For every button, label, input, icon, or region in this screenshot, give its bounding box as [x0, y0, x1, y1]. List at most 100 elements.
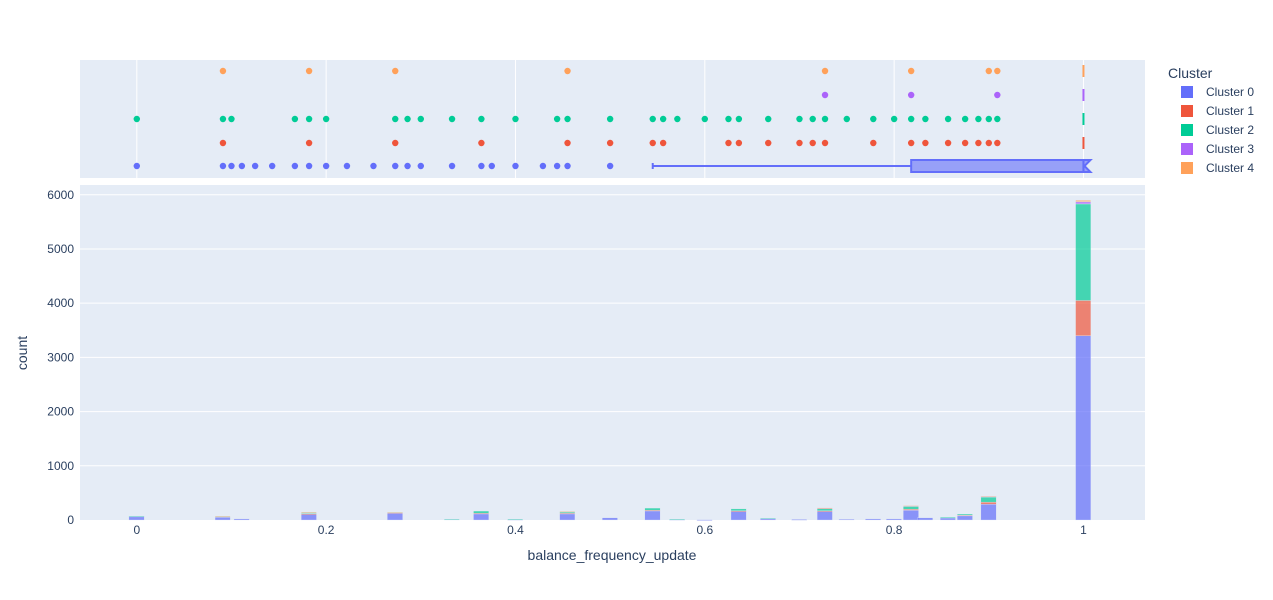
histogram-bar	[940, 517, 956, 519]
gridlines	[80, 60, 1145, 467]
legend-swatch	[1181, 124, 1193, 136]
marginal-point	[392, 139, 399, 147]
marginal-point	[821, 139, 829, 147]
marginal-point	[907, 91, 915, 99]
histogram-bar	[214, 516, 231, 518]
marginal-point	[606, 139, 614, 147]
marginal-point	[564, 162, 571, 170]
marginal-point	[890, 115, 898, 123]
marginal-point	[606, 162, 614, 170]
legend-swatch	[1181, 162, 1193, 174]
marginal-point	[370, 162, 377, 170]
marginal-point	[674, 115, 681, 123]
histogram-bar	[301, 512, 317, 514]
histogram-bar	[644, 507, 661, 511]
histogram-bar	[696, 519, 713, 521]
marginal-point	[725, 115, 732, 123]
marginal-point	[735, 139, 743, 147]
marginal-point	[649, 139, 656, 147]
marginal-point	[701, 115, 708, 123]
histogram-bar	[917, 517, 933, 521]
legend-swatch	[1181, 143, 1193, 155]
marginal-point	[649, 115, 656, 123]
marginal-point	[821, 115, 829, 123]
marginal-point	[985, 67, 992, 75]
x-tick-label: 0.2	[318, 523, 335, 537]
legend: Cluster Cluster 0 Cluster 1 Cluster 2 Clust…	[1168, 65, 1254, 175]
marginal-point	[994, 67, 1001, 75]
marginal-point	[975, 115, 982, 123]
histogram-bar	[980, 495, 997, 498]
marginal-point	[994, 139, 1001, 147]
x-tick-label: 0	[133, 523, 140, 537]
marginal-boxes	[651, 65, 1093, 173]
marginal-point	[322, 162, 330, 170]
legend-label: Cluster 0	[1206, 85, 1254, 99]
marginal-point	[809, 139, 816, 147]
marginal-point	[765, 115, 772, 123]
y-axis-ticks: 0 1000 2000 3000 4000 5000 6000	[47, 188, 74, 527]
x-tick-label: 0.8	[886, 523, 903, 537]
histogram-bar	[602, 517, 618, 521]
histogram-bar	[644, 510, 661, 521]
histogram-bar	[957, 515, 973, 521]
marginal-point	[606, 115, 614, 123]
legend-swatch	[1181, 105, 1193, 117]
histogram-bar	[1075, 200, 1092, 202]
marginal-point	[553, 115, 561, 123]
legend-swatch	[1181, 86, 1193, 98]
histogram-bar	[760, 517, 776, 520]
marginal-point	[944, 139, 952, 147]
marginal-point	[228, 115, 235, 123]
histogram-bar	[559, 513, 576, 521]
x-tick-label: 1	[1080, 523, 1087, 537]
histogram-bar	[957, 513, 973, 516]
y-tick-label: 0	[67, 513, 74, 527]
marginal-point	[219, 67, 227, 75]
histogram-bar	[1075, 335, 1092, 521]
legend-title: Cluster	[1168, 65, 1213, 81]
histogram-bar	[816, 507, 833, 509]
marginal-point	[994, 91, 1001, 99]
marginal-point	[322, 115, 330, 123]
marginal-point	[228, 162, 235, 170]
histogram-bar	[865, 518, 881, 521]
marginal-point	[821, 91, 829, 99]
histogram-bar	[128, 515, 145, 518]
histogram-bar	[903, 509, 919, 511]
x-axis-ticks: 0 0.2 0.4 0.6 0.8 1	[133, 523, 1087, 537]
marginal-point	[961, 115, 969, 123]
histogram-bars	[128, 200, 1092, 521]
marginal-point	[975, 139, 982, 147]
marginal-point	[922, 115, 929, 123]
histogram-bar	[838, 519, 855, 521]
histogram-bar	[443, 518, 460, 521]
y-tick-label: 2000	[47, 405, 74, 419]
histogram-bar	[980, 496, 997, 503]
box-body	[910, 159, 1085, 173]
marginal-point	[659, 139, 667, 147]
marginal-point	[870, 139, 877, 147]
marginal-point	[488, 162, 495, 170]
histogram-bar	[473, 513, 489, 521]
marginal-point	[961, 139, 969, 147]
histogram-bar	[387, 512, 403, 521]
marginal-point	[821, 67, 829, 75]
histogram-bar	[1075, 201, 1092, 205]
marginal-point	[809, 115, 816, 123]
x-axis-label: balance_frequency_update	[528, 547, 697, 563]
marginal-point	[238, 162, 246, 170]
marginal-point	[251, 162, 259, 170]
marginal-point	[765, 139, 772, 147]
histogram-bar	[980, 501, 997, 505]
marginal-point	[478, 139, 485, 147]
marginal-point	[539, 162, 547, 170]
marginal-point	[404, 162, 411, 170]
marginal-point	[659, 115, 667, 123]
histogram-bar	[730, 508, 747, 511]
histogram-bar	[980, 504, 997, 521]
marginal-point	[392, 67, 399, 75]
marginal-point	[870, 115, 877, 123]
marginal-point	[907, 115, 915, 123]
histogram-bar	[559, 511, 576, 513]
